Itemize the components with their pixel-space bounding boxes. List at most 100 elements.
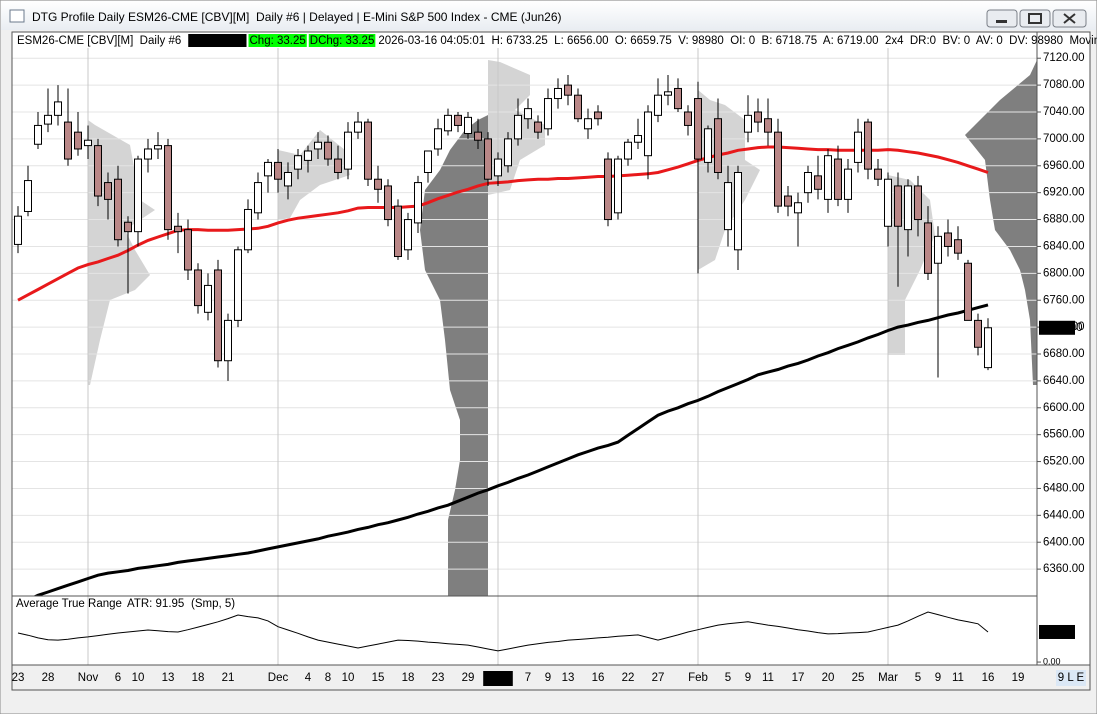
candle-body: [324, 141, 332, 160]
y-tick-label: 7000.00: [1043, 133, 1085, 145]
maximize-icon: [1028, 13, 1042, 24]
candle-body: [224, 319, 232, 362]
y-tick-label: 7080.00: [1043, 79, 1085, 91]
candle-body: [44, 114, 52, 125]
y-tick-label: 6400.00: [1043, 536, 1085, 548]
x-tick-label: 2026: [485, 672, 511, 684]
candle-body: [754, 111, 762, 123]
candle-body: [744, 114, 752, 133]
y-tick-label: 6640.00: [1043, 375, 1085, 387]
candle-body: [844, 168, 852, 200]
title-bar: [1, 1, 1096, 30]
x-tick-label: 9: [935, 672, 941, 684]
candle-body: [574, 94, 582, 120]
y-tick-label: 7040.00: [1043, 106, 1085, 118]
moving-average-line: [32, 303, 989, 596]
candle-body: [914, 185, 922, 221]
x-tick-label: Mar: [878, 672, 898, 684]
minimize-icon: [996, 20, 1007, 23]
candle-body: [24, 180, 32, 212]
header-box: [308, 34, 376, 47]
x-tick-label: Nov: [78, 672, 99, 684]
candle-body: [194, 269, 202, 307]
candle-body: [524, 108, 532, 120]
candle-body: [784, 195, 792, 207]
atr-title: Average True Range: [16, 598, 122, 610]
header-text: C: 6719.00: [189, 35, 245, 47]
x-tick-label: 9: [545, 672, 551, 684]
x-tick-label: 18: [192, 672, 205, 684]
x-tick-label: 5: [725, 672, 731, 684]
candle-body: [134, 158, 142, 233]
corner-label[interactable]: 9 L E: [1058, 672, 1085, 684]
x-tick-label: 19: [1012, 672, 1025, 684]
candle-body: [124, 221, 132, 233]
candle-body: [34, 124, 42, 145]
header-box: [188, 34, 247, 47]
candle-body: [934, 235, 942, 264]
candle-body: [234, 249, 242, 321]
candle-body: [74, 131, 82, 150]
y-tick-label: 6960.00: [1043, 160, 1085, 172]
candle-body: [584, 118, 592, 130]
candle-body: [14, 215, 22, 245]
candle-body: [114, 178, 122, 241]
corner-box[interactable]: [1056, 670, 1086, 686]
candle-body: [424, 150, 432, 173]
x-tick-label: 9: [745, 672, 751, 684]
maximize-button[interactable]: [1019, 9, 1051, 28]
candle-body: [904, 185, 912, 231]
price-plot: [12, 32, 1037, 596]
candle-body: [394, 205, 402, 258]
y-tick-label: 6680.00: [1043, 348, 1085, 360]
candle-body: [694, 98, 702, 160]
candle-body: [384, 185, 392, 221]
candle-body: [494, 158, 502, 177]
candle-body: [794, 202, 802, 214]
volume-profile: [698, 90, 760, 270]
y-tick-label: 6920.00: [1043, 187, 1085, 199]
x-tick-label: 4: [305, 672, 312, 684]
candle-body: [984, 327, 992, 369]
candle-body: [894, 185, 902, 227]
candle-body: [444, 114, 452, 132]
candle-body: [354, 121, 362, 133]
x-tick-label: 23: [12, 672, 25, 684]
x-tick-highlight: [483, 671, 513, 686]
minimize-button[interactable]: [986, 9, 1018, 28]
candle-body: [544, 98, 552, 130]
candle-body: [534, 121, 542, 133]
candle-body: [644, 111, 652, 157]
candle-body: [924, 222, 932, 274]
candle-body: [834, 158, 842, 200]
candle-body: [814, 175, 822, 190]
y-tick-label: 7120.00: [1043, 52, 1085, 64]
y-tick-label: 0.00: [1043, 656, 1061, 666]
last-value-box: [1039, 320, 1075, 335]
candle-body: [514, 114, 522, 140]
window-buttons[interactable]: [986, 9, 1087, 28]
x-tick-label: 8: [325, 672, 331, 684]
candle-body: [724, 182, 732, 231]
header: ESM26-CME [CBV][M] Daily #6 C: 6719.00 Chg…: [17, 34, 1097, 47]
y-tick-label: 6880.00: [1043, 214, 1085, 226]
x-tick-label: 16: [982, 672, 995, 684]
last-value-box: [1039, 624, 1075, 639]
candle-body: [664, 91, 672, 96]
chart-border: [11, 31, 1091, 691]
candle-body: [484, 138, 492, 180]
x-tick-label: 11: [762, 672, 774, 684]
x-tick-label: 23: [432, 672, 445, 684]
y-tick-label: 6560.00: [1043, 429, 1085, 441]
candle-body: [244, 208, 252, 251]
candle-body: [874, 168, 882, 180]
y-tick-label: 6440.00: [1043, 509, 1085, 521]
x-tick-label: 27: [652, 672, 665, 684]
candle-body: [264, 161, 272, 177]
candle-body: [204, 284, 212, 313]
candle-body: [654, 94, 662, 116]
candle-body: [864, 121, 872, 170]
x-tick-label: 10: [132, 672, 145, 684]
